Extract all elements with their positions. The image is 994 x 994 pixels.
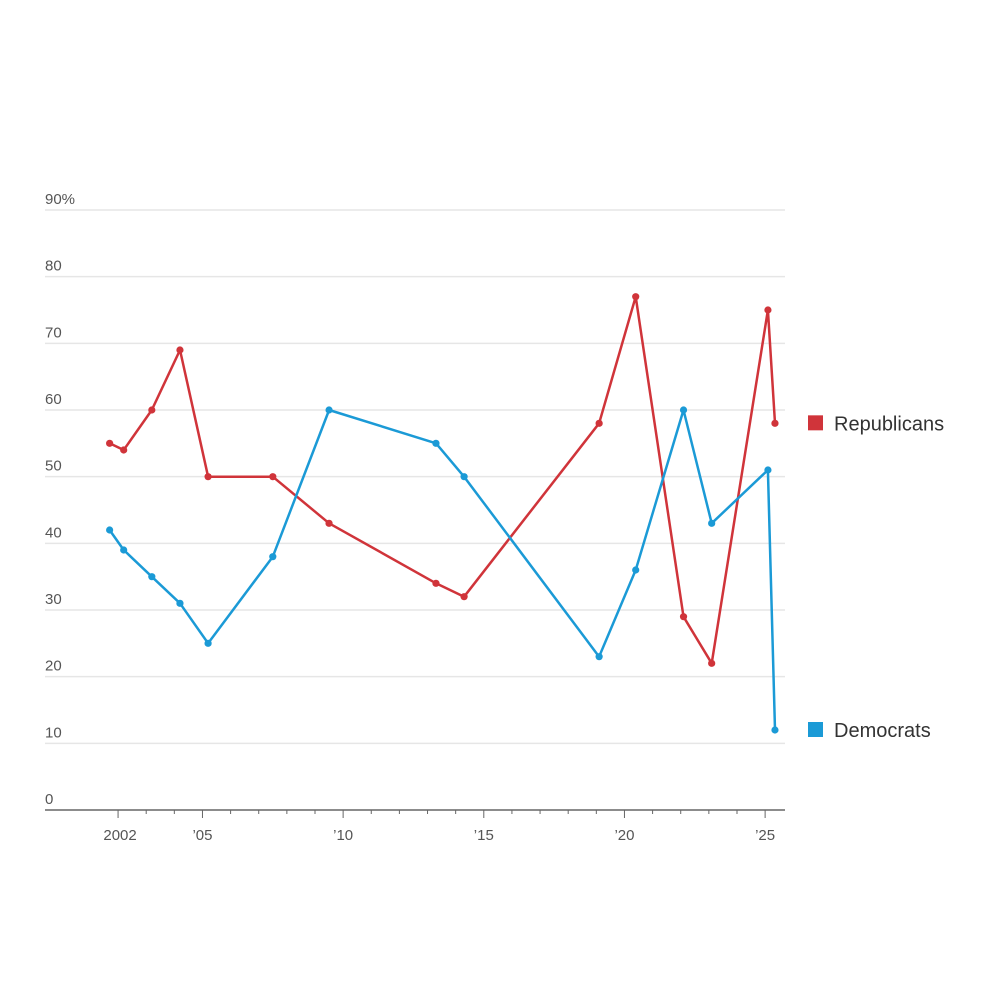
data-point-republicans [120,446,128,454]
legend-swatch-democrats [808,722,823,737]
data-point-republicans [708,659,716,667]
data-point-republicans [595,419,603,427]
y-tick-label: 10 [45,724,62,741]
x-tick-label: ’25 [755,827,775,844]
data-point-republicans [106,439,114,447]
data-point-republicans [764,306,772,314]
data-point-democrats [176,599,184,607]
y-tick-label: 90% [45,191,75,208]
x-tick-label: 2002 [103,827,136,844]
data-point-republicans [460,593,468,601]
data-point-republicans [632,293,640,301]
data-point-democrats [708,519,716,527]
data-point-republicans [432,579,440,587]
legend: Republicans Democrats [808,413,944,742]
y-tick-label: 60 [45,391,62,408]
x-tick-label: ’20 [614,827,634,844]
y-tick-label: 20 [45,658,62,675]
gridlines [45,209,785,745]
data-point-democrats [106,526,114,534]
x-tick-label: ’15 [474,827,494,844]
y-axis: 0 10 20 30 40 50 60 70 80 90% [45,191,75,808]
y-tick-label: 70 [45,324,62,341]
legend-label-republicans: Republicans [834,413,944,435]
x-axis: 2002 ’05 ’10 ’15 ’20 ’25 [45,809,785,844]
y-tick-label: 0 [45,791,53,808]
data-point-republicans [679,613,688,621]
data-point-democrats [632,566,640,574]
data-point-republicans [176,346,184,354]
data-point-republicans [204,473,212,481]
y-tick-label: 80 [45,258,62,275]
data-point-democrats [460,473,468,481]
data-point-democrats [120,546,128,554]
data-point-democrats [148,573,156,581]
series-line-democrats [108,408,777,731]
x-tick-label: ’10 [333,827,353,844]
data-point-democrats [679,406,688,414]
y-tick-label: 50 [45,458,62,475]
data-point-republicans [148,406,156,414]
data-point-republicans [325,519,333,527]
data-point-democrats [771,726,779,734]
y-tick-label: 40 [45,524,62,541]
legend-label-democrats: Democrats [834,720,931,742]
data-point-democrats [595,653,603,661]
legend-swatch-republicans [808,415,823,431]
data-point-democrats [269,553,277,561]
data-point-democrats [325,406,333,414]
data-point-democrats [204,639,212,647]
data-point-republicans [771,419,779,427]
y-tick-label: 30 [45,591,62,608]
data-point-democrats [432,439,440,447]
data-point-republicans [269,473,277,481]
data-point-democrats [764,466,772,474]
series-group [106,293,779,734]
x-tick-label: ’05 [192,827,212,844]
